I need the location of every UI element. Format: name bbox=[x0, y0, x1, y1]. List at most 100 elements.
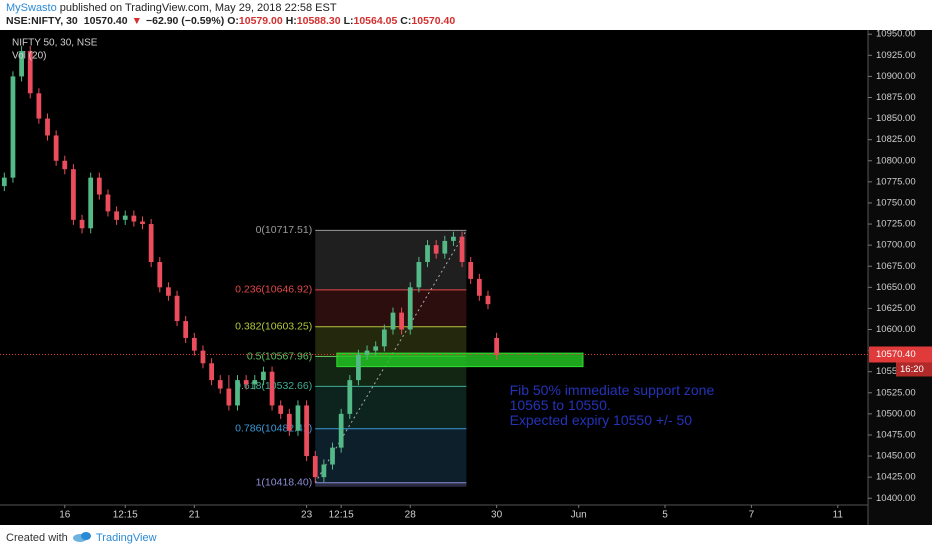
fib-band bbox=[315, 428, 467, 483]
y-tick-label: 10875.00 bbox=[876, 92, 916, 103]
candle-body bbox=[312, 456, 318, 478]
author[interactable]: MySwasto bbox=[6, 2, 57, 14]
price-label-box bbox=[869, 346, 932, 363]
candle-body bbox=[321, 464, 327, 478]
candle-body bbox=[10, 76, 16, 178]
y-tick-label: 10825.00 bbox=[876, 134, 916, 145]
y-tick-label: 10700.00 bbox=[876, 240, 916, 251]
candle-body bbox=[105, 194, 111, 212]
h-label: H: bbox=[286, 15, 297, 27]
candle-body bbox=[468, 262, 474, 279]
candle-body bbox=[71, 169, 76, 220]
candle-body bbox=[433, 245, 439, 254]
candle-body bbox=[36, 93, 42, 119]
arrow: ▼ bbox=[132, 15, 142, 27]
price-axis bbox=[868, 30, 932, 525]
candle-body bbox=[416, 262, 422, 288]
candle-body bbox=[338, 413, 344, 448]
o-label: O: bbox=[227, 15, 239, 27]
candle-body bbox=[157, 262, 163, 288]
c-label: C: bbox=[400, 15, 411, 27]
candle-body bbox=[148, 224, 154, 263]
candle-body bbox=[243, 380, 249, 385]
l-label: L: bbox=[344, 15, 354, 27]
y-tick-label: 10925.00 bbox=[876, 50, 916, 61]
y-tick-label: 10500.00 bbox=[876, 408, 916, 419]
candle-body bbox=[191, 337, 197, 351]
candle-body bbox=[183, 321, 189, 338]
y-tick-label: 10400.00 bbox=[876, 493, 916, 504]
header-bar bbox=[0, 0, 932, 30]
footer-bar bbox=[0, 525, 932, 550]
y-tick-label: 10750.00 bbox=[876, 197, 916, 208]
fib-label: 1(10418.40) bbox=[256, 477, 313, 489]
x-tick-label: 28 bbox=[405, 510, 417, 521]
candle-body bbox=[442, 240, 448, 254]
candle-body bbox=[286, 413, 292, 431]
annotation-line: Expected expiry 10550 +/- 50 bbox=[510, 412, 693, 428]
tv-logo bbox=[73, 532, 91, 542]
candle-body bbox=[131, 215, 137, 222]
candle-body bbox=[45, 118, 50, 136]
candle-body bbox=[62, 160, 68, 170]
x-tick-label: 12:15 bbox=[329, 510, 354, 521]
candle-body bbox=[140, 221, 145, 225]
time-label-box bbox=[896, 362, 932, 377]
candle-body bbox=[19, 51, 24, 77]
candle-body bbox=[278, 405, 284, 414]
x-tick-label: 16 bbox=[59, 510, 71, 521]
y-tick-label: 10775.00 bbox=[876, 176, 916, 187]
y-tick-label: 10850.00 bbox=[876, 113, 916, 124]
y-tick-label: 10475.00 bbox=[876, 429, 916, 440]
candle-body bbox=[269, 371, 275, 406]
y-tick-label: 10425.00 bbox=[876, 472, 916, 483]
candle-body bbox=[390, 312, 396, 330]
fib-label: 0.5(10567.96) bbox=[247, 350, 312, 362]
candle-body bbox=[476, 278, 482, 296]
x-tick-label: 21 bbox=[189, 510, 201, 521]
candle-body bbox=[451, 236, 456, 241]
candle-body bbox=[252, 380, 258, 385]
fib-label: 0.786(10482.41) bbox=[235, 423, 312, 435]
candle-body bbox=[261, 371, 266, 381]
candle-body bbox=[79, 219, 85, 229]
low: 10564.05 bbox=[354, 15, 398, 27]
y-tick-label: 10950.00 bbox=[876, 29, 916, 40]
candle-body bbox=[114, 211, 119, 220]
chart-background bbox=[0, 30, 932, 525]
fib-trend bbox=[314, 230, 467, 483]
annotation-line: 10565 to 10550. bbox=[510, 397, 611, 413]
fib-band bbox=[315, 386, 467, 429]
fib-label: 0.236(10646.92) bbox=[235, 284, 312, 296]
candle-body bbox=[27, 51, 33, 94]
symbol: NSE:NIFTY, 30 bbox=[6, 15, 78, 27]
candle-body bbox=[217, 380, 223, 389]
fib-label: 0(10717.51) bbox=[256, 224, 313, 236]
last: 10570.40 bbox=[84, 15, 128, 27]
candle-body bbox=[1, 177, 7, 187]
footer-brand[interactable]: TradingView bbox=[96, 532, 157, 544]
time-label: 16:20 bbox=[900, 364, 924, 375]
candle-body bbox=[425, 245, 430, 263]
close: 10570.40 bbox=[411, 15, 455, 27]
candle-body bbox=[347, 380, 353, 414]
y-tick-label: 10725.00 bbox=[876, 219, 916, 230]
candle-body bbox=[494, 337, 499, 355]
candle-body bbox=[235, 380, 240, 406]
x-tick-label: 11 bbox=[833, 510, 844, 521]
x-tick-label: 30 bbox=[491, 510, 503, 521]
y-tick-label: 10650.00 bbox=[876, 282, 916, 293]
y-tick-label: 10600.00 bbox=[876, 324, 916, 335]
x-tick-label: 5 bbox=[662, 510, 668, 521]
x-tick-label: 7 bbox=[749, 510, 755, 521]
chart-title: NIFTY 50, 30, NSE bbox=[12, 38, 98, 49]
y-tick-label: 10675.00 bbox=[876, 261, 916, 272]
high: 10588.30 bbox=[297, 15, 341, 27]
y-tick-label: 10800.00 bbox=[876, 155, 916, 166]
candle-body bbox=[96, 177, 102, 195]
support-zone bbox=[336, 352, 584, 368]
candle-body bbox=[459, 236, 465, 263]
published: published on TradingView.com, May 29, 20… bbox=[60, 2, 337, 14]
price-label: 10570.40 bbox=[876, 349, 916, 360]
x-tick-label: Jun bbox=[571, 510, 587, 521]
